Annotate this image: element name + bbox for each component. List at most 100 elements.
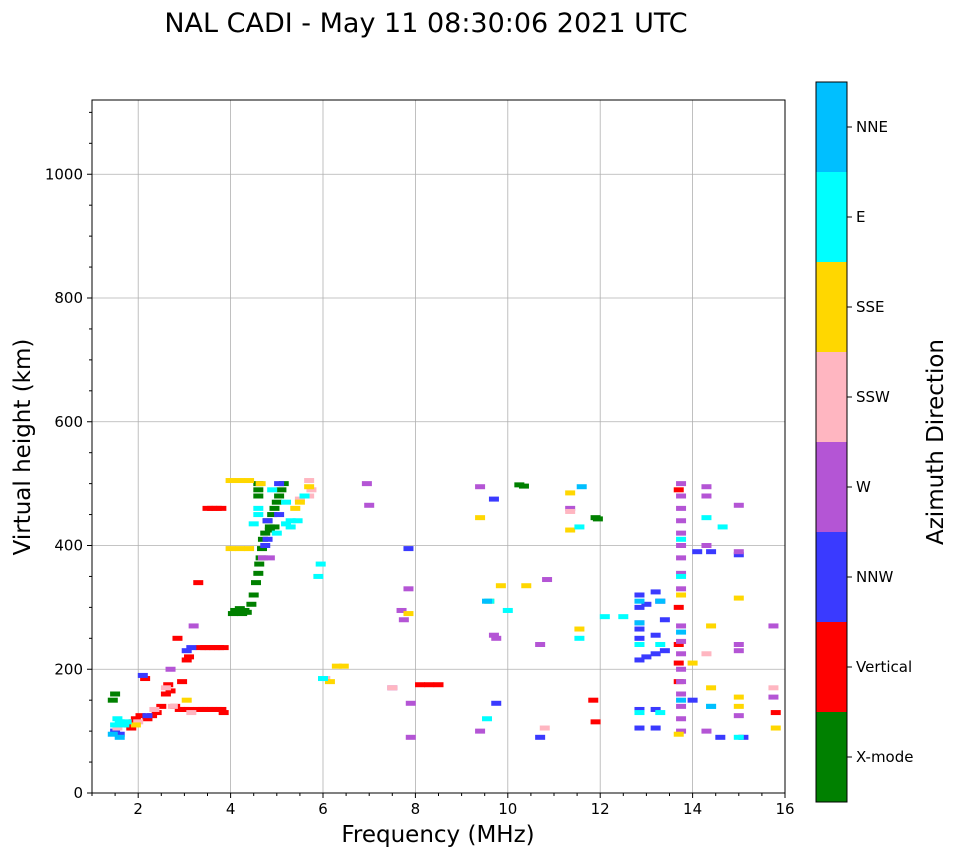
data-point: [676, 651, 687, 657]
data-point: [634, 626, 645, 632]
data-point: [216, 505, 227, 511]
data-point: [576, 484, 587, 490]
data-point: [535, 642, 546, 647]
x-tick-label: 10: [498, 800, 517, 818]
y-tick-label: 600: [54, 413, 83, 431]
data-point: [262, 518, 273, 524]
colorbar-frame: [815, 81, 848, 803]
data-point: [271, 499, 282, 505]
data-point: [491, 700, 502, 706]
y-axis-ticks: 0 200 400 600 800 1000: [45, 111, 92, 802]
colorbar-tick-label: E: [856, 208, 865, 226]
data-point: [254, 561, 265, 567]
data-point: [294, 496, 305, 502]
data-point: [114, 731, 125, 737]
data-point: [140, 676, 151, 682]
data-point: [518, 483, 529, 489]
data-point: [165, 688, 176, 694]
data-point: [733, 552, 744, 558]
data-point: [294, 499, 305, 505]
plot-area-frame: [91, 99, 786, 794]
colorbar-tick-label: X-mode: [856, 748, 913, 766]
data-point: [655, 710, 666, 716]
data-point: [234, 546, 245, 552]
data-point: [502, 607, 513, 613]
data-point: [324, 679, 335, 685]
data-point: [565, 508, 576, 514]
data-point: [114, 719, 125, 725]
data-point: [110, 691, 121, 697]
data-point: [634, 642, 645, 647]
data-point: [733, 502, 744, 508]
data-point: [433, 682, 444, 688]
data-point: [253, 512, 264, 518]
data-point: [701, 728, 712, 734]
data-point: [130, 722, 141, 728]
data-point: [186, 645, 197, 651]
data-point: [588, 697, 599, 703]
data-point: [130, 716, 141, 722]
data-point: [257, 546, 268, 552]
colorbar-segment: [816, 532, 847, 622]
data-point: [167, 703, 178, 709]
data-point: [285, 524, 296, 530]
data-point: [676, 505, 687, 511]
data-point: [251, 580, 262, 586]
data-point: [495, 583, 506, 589]
data-point: [264, 527, 275, 533]
data-point: [403, 611, 414, 617]
data-point: [172, 635, 183, 641]
data-point: [290, 505, 301, 511]
x-tick-label: 12: [591, 800, 610, 818]
data-point: [574, 626, 585, 632]
data-point: [398, 617, 409, 623]
data-point: [676, 638, 687, 644]
data-point: [673, 604, 684, 610]
data-point: [267, 487, 278, 493]
data-point: [244, 546, 255, 552]
data-point: [313, 573, 324, 579]
data-point: [701, 543, 712, 548]
data-point: [676, 555, 687, 561]
data-point: [590, 719, 601, 725]
data-point: [271, 530, 282, 536]
data-point: [262, 536, 273, 542]
data-point: [634, 604, 645, 610]
data-point: [299, 493, 310, 499]
data-point: [181, 648, 192, 654]
data-point: [634, 725, 645, 731]
data-point: [276, 487, 287, 493]
data-point: [676, 666, 687, 672]
data-point: [405, 700, 416, 706]
data-point: [676, 629, 687, 635]
colorbar-tick-label: Vertical: [856, 658, 912, 676]
data-point: [673, 487, 684, 493]
chart-title: NAL CADI - May 11 08:30:06 2021 UTC: [164, 8, 687, 39]
data-points: [107, 478, 781, 740]
data-point: [338, 663, 349, 669]
data-point: [701, 484, 712, 490]
data-point: [634, 706, 645, 712]
data-point: [269, 505, 280, 511]
data-point: [253, 487, 264, 493]
data-point: [574, 524, 585, 530]
data-point: [121, 719, 132, 725]
data-point: [285, 518, 296, 524]
data-point: [634, 592, 645, 598]
data-point: [241, 609, 252, 615]
data-point: [137, 672, 148, 678]
data-point: [488, 632, 499, 638]
data-point: [634, 710, 645, 716]
data-point: [650, 725, 661, 731]
data-point: [650, 651, 661, 657]
data-point: [361, 481, 372, 487]
data-point: [535, 734, 546, 740]
data-point: [142, 713, 153, 719]
data-point: [387, 685, 398, 691]
data-point: [253, 505, 264, 511]
data-point: [177, 679, 188, 685]
x-tick-label: 14: [683, 800, 702, 818]
data-point: [225, 546, 236, 552]
data-point: [574, 635, 585, 641]
data-point: [676, 691, 687, 697]
